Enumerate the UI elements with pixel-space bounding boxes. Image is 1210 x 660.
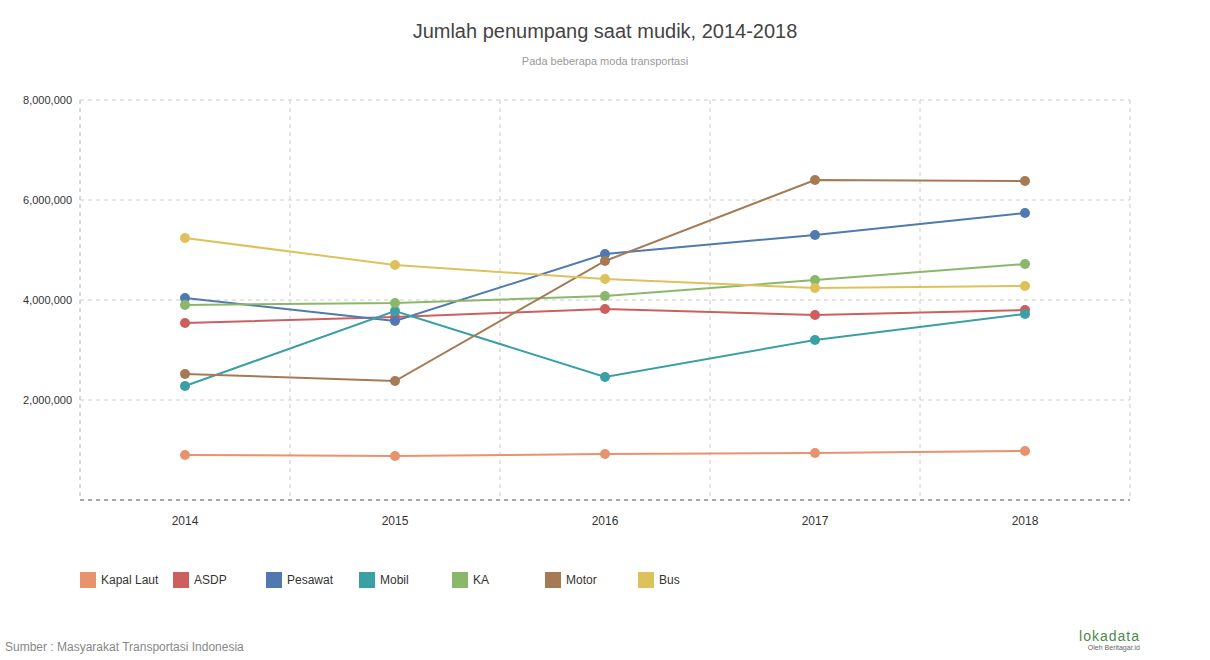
svg-text:2,000,000: 2,000,000 (23, 394, 72, 406)
svg-text:2016: 2016 (592, 514, 619, 528)
svg-text:6,000,000: 6,000,000 (23, 194, 72, 206)
svg-text:2018: 2018 (1012, 514, 1039, 528)
html-text:ASDP: ASDP (194, 573, 227, 587)
svg-text:8,000,000: 8,000,000 (23, 94, 72, 106)
html-text:Mobil: Mobil (380, 573, 409, 587)
svg-text:2017: 2017 (802, 514, 829, 528)
html-text:Bus: Bus (659, 573, 680, 587)
html-text:Pesawat: Pesawat (287, 573, 333, 587)
svg-text:2015: 2015 (382, 514, 409, 528)
html-text:Jumlah penumpang saat mudik, 2: Jumlah penumpang saat mudik, 2014-2018 (412, 20, 798, 42)
html-text:Sumber : Masyarakat Transporta: Sumber : Masyarakat Transportasi Indones… (5, 640, 244, 654)
svg-text:4,000,000: 4,000,000 (23, 294, 72, 306)
html-text:lokadata: lokadata (1079, 628, 1140, 644)
html-text:Motor: Motor (566, 573, 597, 587)
html-text:Oleh Beritagar.id: Oleh Beritagar.id (1087, 644, 1140, 651)
svg-text:2014: 2014 (172, 514, 199, 528)
html-text:KA: KA (473, 573, 489, 587)
html-text:Kapal Laut: Kapal Laut (101, 573, 159, 587)
html-text:Pada beberapa moda transportas: Pada beberapa moda transportasi (521, 55, 689, 67)
